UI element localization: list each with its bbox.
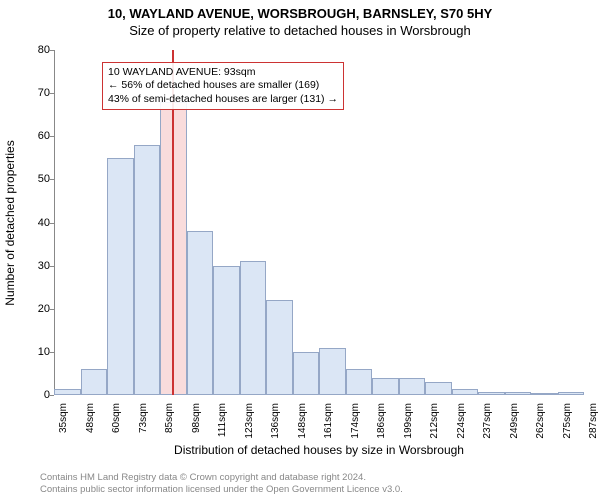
- plot-wrapper: Number of detached properties Distributi…: [54, 50, 584, 395]
- annotation-line-3: 43% of semi-detached houses are larger (…: [108, 93, 338, 106]
- y-axis-label: Number of detached properties: [3, 140, 17, 305]
- histogram-bar: [134, 145, 161, 395]
- annotation-line-1: 10 WAYLAND AVENUE: 93sqm: [108, 66, 338, 79]
- y-tick-label: 50: [26, 173, 50, 185]
- y-tick-mark: [49, 395, 54, 396]
- x-tick-label: 111sqm: [217, 403, 228, 443]
- x-tick-label: 123sqm: [244, 403, 255, 443]
- x-tick-label: 186sqm: [376, 403, 387, 443]
- x-tick-label: 212sqm: [429, 403, 440, 443]
- y-tick-mark: [49, 50, 54, 51]
- x-tick-label: 85sqm: [164, 403, 175, 443]
- x-axis-label: Distribution of detached houses by size …: [174, 443, 464, 457]
- x-tick-label: 199sqm: [403, 403, 414, 443]
- x-tick-label: 148sqm: [297, 403, 308, 443]
- histogram-bar: [346, 369, 373, 395]
- histogram-bar: [558, 392, 585, 395]
- y-tick-label: 10: [26, 346, 50, 358]
- x-tick-label: 60sqm: [111, 403, 122, 443]
- y-tick-mark: [49, 93, 54, 94]
- x-tick-label: 136sqm: [270, 403, 281, 443]
- y-tick-mark: [49, 136, 54, 137]
- y-tick-mark: [49, 309, 54, 310]
- histogram-bar: [399, 378, 426, 395]
- x-tick-label: 161sqm: [323, 403, 334, 443]
- titles-block: 10, WAYLAND AVENUE, WORSBROUGH, BARNSLEY…: [0, 0, 600, 38]
- chart-title: 10, WAYLAND AVENUE, WORSBROUGH, BARNSLEY…: [0, 6, 600, 21]
- x-tick-label: 174sqm: [350, 403, 361, 443]
- x-tick-label: 35sqm: [58, 403, 69, 443]
- histogram-bar: [505, 392, 532, 395]
- y-tick-label: 0: [26, 389, 50, 401]
- y-tick-mark: [49, 223, 54, 224]
- histogram-bar: [319, 348, 346, 395]
- x-tick-label: 275sqm: [562, 403, 573, 443]
- histogram-bar: [372, 378, 399, 395]
- y-tick-label: 30: [26, 260, 50, 272]
- footnote-line-2: Contains public sector information licen…: [40, 484, 403, 496]
- y-axis-line: [54, 50, 55, 395]
- y-tick-mark: [49, 352, 54, 353]
- y-tick-label: 60: [26, 130, 50, 142]
- footnote-line-1: Contains HM Land Registry data © Crown c…: [40, 472, 403, 484]
- x-tick-label: 73sqm: [138, 403, 149, 443]
- chart-subtitle: Size of property relative to detached ho…: [0, 23, 600, 38]
- histogram-bar: [54, 389, 81, 395]
- x-tick-label: 262sqm: [535, 403, 546, 443]
- y-tick-label: 80: [26, 44, 50, 56]
- y-tick-mark: [49, 266, 54, 267]
- histogram-bar: [187, 231, 214, 395]
- chart-container: 10, WAYLAND AVENUE, WORSBROUGH, BARNSLEY…: [0, 0, 600, 500]
- x-tick-label: 224sqm: [456, 403, 467, 443]
- y-tick-label: 40: [26, 217, 50, 229]
- y-tick-mark: [49, 179, 54, 180]
- y-tick-label: 70: [26, 87, 50, 99]
- histogram-bar: [240, 261, 267, 395]
- x-tick-label: 237sqm: [482, 403, 493, 443]
- x-tick-label: 287sqm: [588, 403, 599, 443]
- histogram-bar: [293, 352, 320, 395]
- histogram-bar: [266, 300, 293, 395]
- x-tick-label: 249sqm: [509, 403, 520, 443]
- annotation-box: 10 WAYLAND AVENUE: 93sqm ← 56% of detach…: [102, 62, 344, 110]
- y-tick-label: 20: [26, 303, 50, 315]
- histogram-bar: [531, 393, 558, 395]
- histogram-bar: [81, 369, 108, 395]
- annotation-line-2: ← 56% of detached houses are smaller (16…: [108, 79, 338, 92]
- x-tick-label: 98sqm: [191, 403, 202, 443]
- histogram-bar: [213, 266, 240, 395]
- histogram-bar: [452, 389, 479, 395]
- x-tick-label: 48sqm: [85, 403, 96, 443]
- histogram-bar: [425, 382, 452, 395]
- histogram-bar: [107, 158, 134, 395]
- footnote: Contains HM Land Registry data © Crown c…: [40, 472, 403, 496]
- histogram-bar: [478, 392, 505, 395]
